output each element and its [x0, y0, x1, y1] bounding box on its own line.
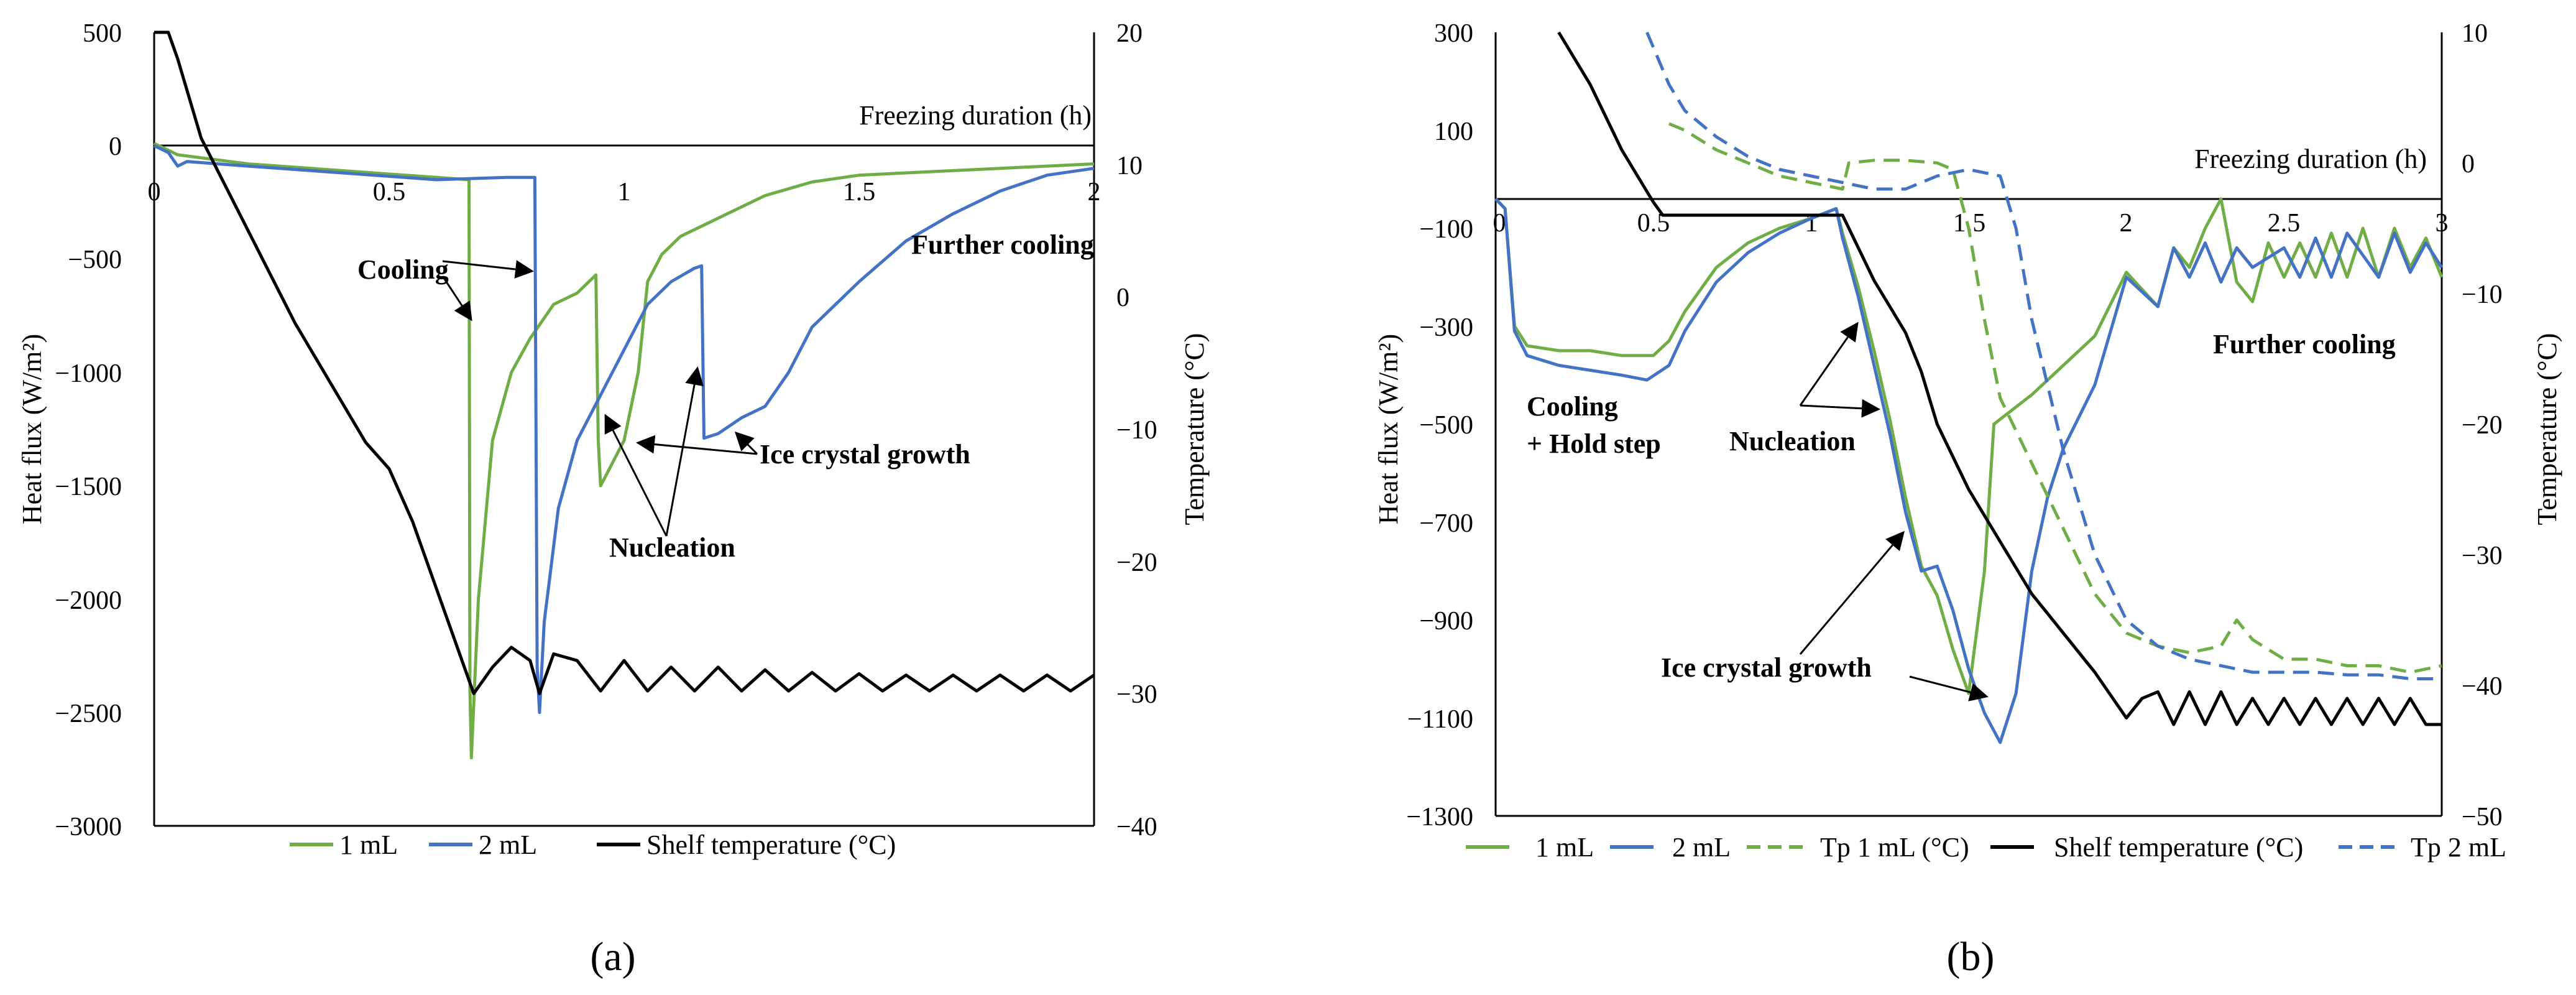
b-xtick: 3 [2436, 209, 2449, 238]
b-y2tick: −10 [2462, 280, 2503, 309]
b-legend-tp2: Tp 2 mL [2411, 832, 2506, 863]
b-series-group [1494, 31, 2444, 744]
b-annotations: Cooling + Hold step Nucleation Ice cryst… [1527, 322, 2396, 701]
panel-b-label: (b) [1947, 934, 1995, 979]
panel-a-label: (a) [590, 934, 635, 979]
a-xtick: 0.5 [373, 178, 406, 206]
b-further-cooling-label: Further cooling [2213, 329, 2396, 359]
panel-a: 500 0 −500 −1000 −1500 −2000 −2500 −3000… [17, 19, 1210, 979]
b-series-shelf-temperature-c [1557, 31, 2442, 726]
a-series-shelf-temperature-c [154, 30, 1095, 695]
a-ice-growth-label: Ice crystal growth [760, 439, 970, 470]
b-ice-growth-arrow [1909, 675, 1989, 701]
a-ytick: 500 [83, 19, 122, 48]
a-ytick: −1000 [55, 359, 122, 388]
a-xtick: 2 [1088, 178, 1101, 206]
a-ice-growth-arrow [734, 431, 758, 455]
b-series-tp-1-ml-c [1668, 122, 2442, 674]
b-xtick: 2 [2120, 209, 2133, 238]
a-legend-1ml: 1 mL [339, 830, 398, 860]
a-ytick: −1500 [55, 473, 122, 501]
b-nucleation-arrow [1800, 399, 1880, 418]
b-cooling-label: Cooling [1527, 391, 1618, 422]
b-series-tp-2-ml [1645, 32, 2442, 680]
b-xtick: 0.5 [1637, 209, 1670, 238]
b-ytick: −700 [1419, 509, 1473, 538]
a-xtick: 1 [618, 178, 631, 206]
b-ice-growth-label: Ice crystal growth [1661, 652, 1872, 683]
a-legend-shelf: Shelf temperature (°C) [646, 830, 896, 860]
a-ytick: 0 [109, 132, 122, 161]
a-y2-label: Temperature (°C) [1179, 333, 1210, 525]
b-ice-growth-arrow [1799, 530, 1905, 655]
b-xtick: 2.5 [2268, 209, 2301, 238]
a-y2tick: 0 [1116, 284, 1129, 312]
a-ytick: −2500 [55, 700, 122, 728]
b-ytick: 100 [1434, 118, 1473, 146]
b-y-tick-labels: 300 100 −100 −300 −500 −700 −900 −1100 −… [1406, 19, 1473, 831]
a-x-label: Freezing duration (h) [859, 100, 1092, 131]
b-ytick: −1300 [1406, 803, 1473, 831]
a-series-2-ml [153, 144, 1095, 715]
b-ytick: −900 [1419, 607, 1473, 636]
b-y-label: Heat flux (W/m²) [1373, 334, 1404, 524]
b-y2tick: 10 [2462, 19, 2488, 48]
a-y2tick: 20 [1116, 19, 1143, 48]
b-y2tick: −30 [2462, 542, 2503, 570]
a-nucleation-arrow [665, 366, 704, 537]
b-legend-1ml: 1 mL [1535, 832, 1594, 863]
b-hold-label: + Hold step [1527, 428, 1661, 459]
b-ytick: −100 [1419, 215, 1473, 244]
a-legend-2ml: 2 mL [479, 830, 537, 860]
b-legend-shelf: Shelf temperature (°C) [2054, 832, 2303, 863]
a-y-label: Heat flux (W/m²) [17, 334, 47, 524]
panel-b: 300 100 −100 −300 −500 −700 −900 −1100 −… [1373, 19, 2562, 979]
a-ytick: −500 [68, 246, 122, 274]
a-y2-tick-labels: 20 10 0 −10 −20 −30 −40 [1116, 19, 1157, 841]
b-y2tick: −40 [2462, 672, 2503, 701]
a-x-tick-labels: 0 0.5 1 1.5 2 [148, 178, 1101, 206]
a-y2tick: −10 [1116, 416, 1157, 445]
a-ice-growth-arrow [636, 435, 758, 455]
b-nucleation-arrow [1799, 322, 1859, 406]
b-series-1-ml [1494, 197, 2444, 695]
b-y2tick: −20 [2462, 411, 2503, 440]
b-ytick: −1100 [1407, 705, 1473, 734]
a-y-tick-labels: 500 0 −500 −1000 −1500 −2000 −2500 −3000 [55, 19, 122, 841]
a-legend: 1 mL 2 mL Shelf temperature (°C) [290, 830, 896, 860]
b-ytick: −500 [1419, 411, 1473, 440]
b-y2tick: −50 [2462, 803, 2503, 831]
a-y2tick: −30 [1116, 680, 1157, 709]
a-y2tick: −20 [1116, 548, 1157, 577]
a-cooling-arrow [442, 260, 534, 279]
b-nucleation-label: Nucleation [1729, 426, 1856, 456]
a-nucleation-label: Nucleation [609, 532, 735, 563]
a-cooling-arrow [441, 275, 472, 322]
a-annotations: Cooling Further cooling Ice crystal grow… [357, 229, 1094, 563]
a-series-group [153, 30, 1095, 760]
a-nucleation-arrow [604, 414, 668, 537]
a-y2tick: 10 [1116, 152, 1143, 180]
a-further-cooling-label: Further cooling [911, 229, 1094, 260]
b-y2tick: 0 [2462, 150, 2475, 178]
a-ytick: −2000 [55, 586, 122, 615]
a-ytick: −3000 [55, 813, 122, 841]
b-xtick: 0 [1493, 209, 1506, 238]
b-y2-label: Temperature (°C) [2532, 333, 2562, 525]
a-xtick: 1.5 [843, 178, 876, 206]
a-cooling-label: Cooling [357, 254, 449, 285]
b-legend-2ml: 2 mL [1672, 832, 1731, 863]
b-series-2-ml [1494, 198, 2444, 744]
b-x-label: Freezing duration (h) [2194, 144, 2427, 174]
a-xtick: 0 [148, 178, 161, 206]
b-ytick: −300 [1419, 313, 1473, 342]
b-y2-tick-labels: 10 0 −10 −20 −30 −40 −50 [2462, 19, 2503, 831]
b-ytick: 300 [1434, 19, 1473, 48]
b-legend-tp1: Tp 1 mL (°C) [1820, 832, 1969, 863]
a-y2tick: −40 [1116, 813, 1157, 841]
b-xtick: 1 [1805, 209, 1818, 238]
b-legend: 1 mL 2 mL Tp 1 mL (°C) Shelf temperature… [1466, 832, 2506, 863]
